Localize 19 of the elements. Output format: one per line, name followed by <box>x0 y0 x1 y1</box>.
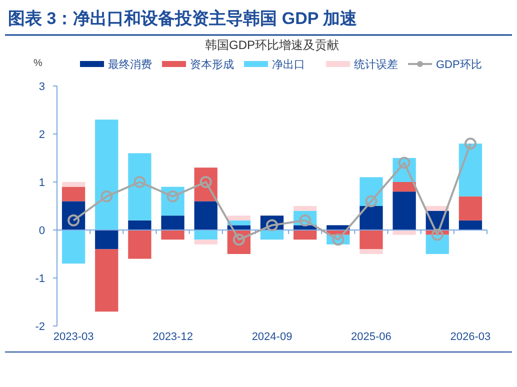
y-tick-label: 3 <box>38 81 45 93</box>
chart-title: 图表 3：净出口和设备投资主导韩国 GDP 加速 <box>8 9 358 28</box>
legend-label: 统计误差 <box>354 58 398 71</box>
y-tick-label: -1 <box>35 273 45 285</box>
x-tick-label: 2023-12 <box>152 331 193 343</box>
y-tick-label: 0 <box>38 225 45 237</box>
y-tick-label: 1 <box>38 177 45 189</box>
legend-label: GDP环比 <box>436 58 482 71</box>
x-tick-label: 2023-03 <box>53 331 94 343</box>
y-tick-label: -2 <box>35 321 45 333</box>
legend-label: 最终消费 <box>108 58 152 71</box>
x-tick-label: 2026-03 <box>450 331 491 343</box>
legend-label: 资本形成 <box>190 58 234 71</box>
y-axis-title: % <box>34 58 43 69</box>
y-tick-label: 2 <box>38 129 45 141</box>
legend-label: 净出口 <box>272 58 305 71</box>
chart-subtitle: 韩国GDP环比增速及贡献 <box>204 38 340 52</box>
x-tick-label: 2025-06 <box>351 331 392 343</box>
x-tick-label: 2024-09 <box>252 331 292 343</box>
